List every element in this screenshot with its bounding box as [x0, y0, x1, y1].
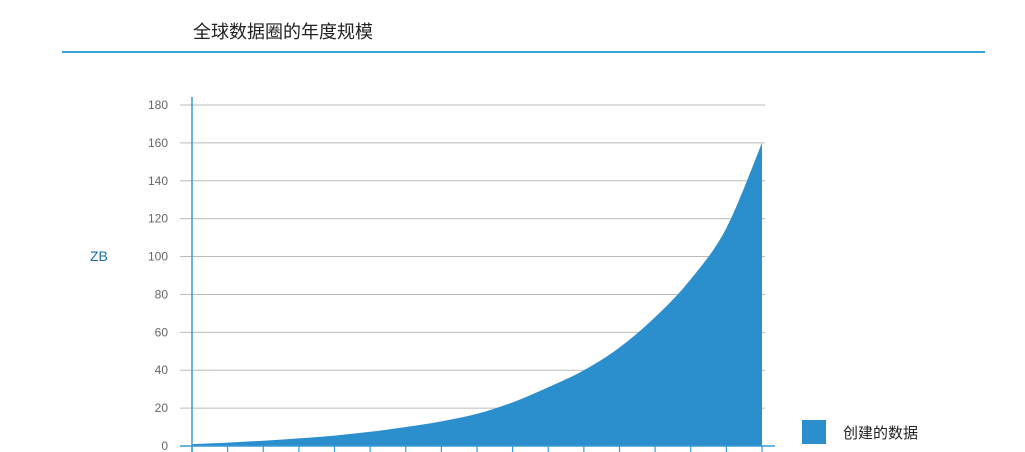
legend-swatch [802, 420, 826, 444]
y-axis-label: ZB [90, 248, 108, 264]
y-tick-label: 160 [148, 136, 168, 150]
y-tick-label: 140 [148, 174, 168, 188]
y-tick-label: 100 [148, 250, 168, 264]
y-tick-label: 0 [161, 439, 168, 452]
legend: 创建的数据 [802, 420, 918, 444]
chart-title: 全球数据圈的年度规模 [193, 22, 373, 43]
area-series-created-data [192, 142, 762, 446]
y-tick-label: 60 [155, 325, 169, 339]
y-tick-label: 40 [155, 363, 169, 377]
y-tick-label: 180 [148, 98, 168, 112]
legend-label: 创建的数据 [843, 423, 919, 442]
y-tick-label: 120 [148, 212, 168, 226]
y-tick-label: 80 [155, 287, 169, 301]
title-divider [62, 51, 985, 53]
y-tick-label: 20 [155, 401, 169, 415]
